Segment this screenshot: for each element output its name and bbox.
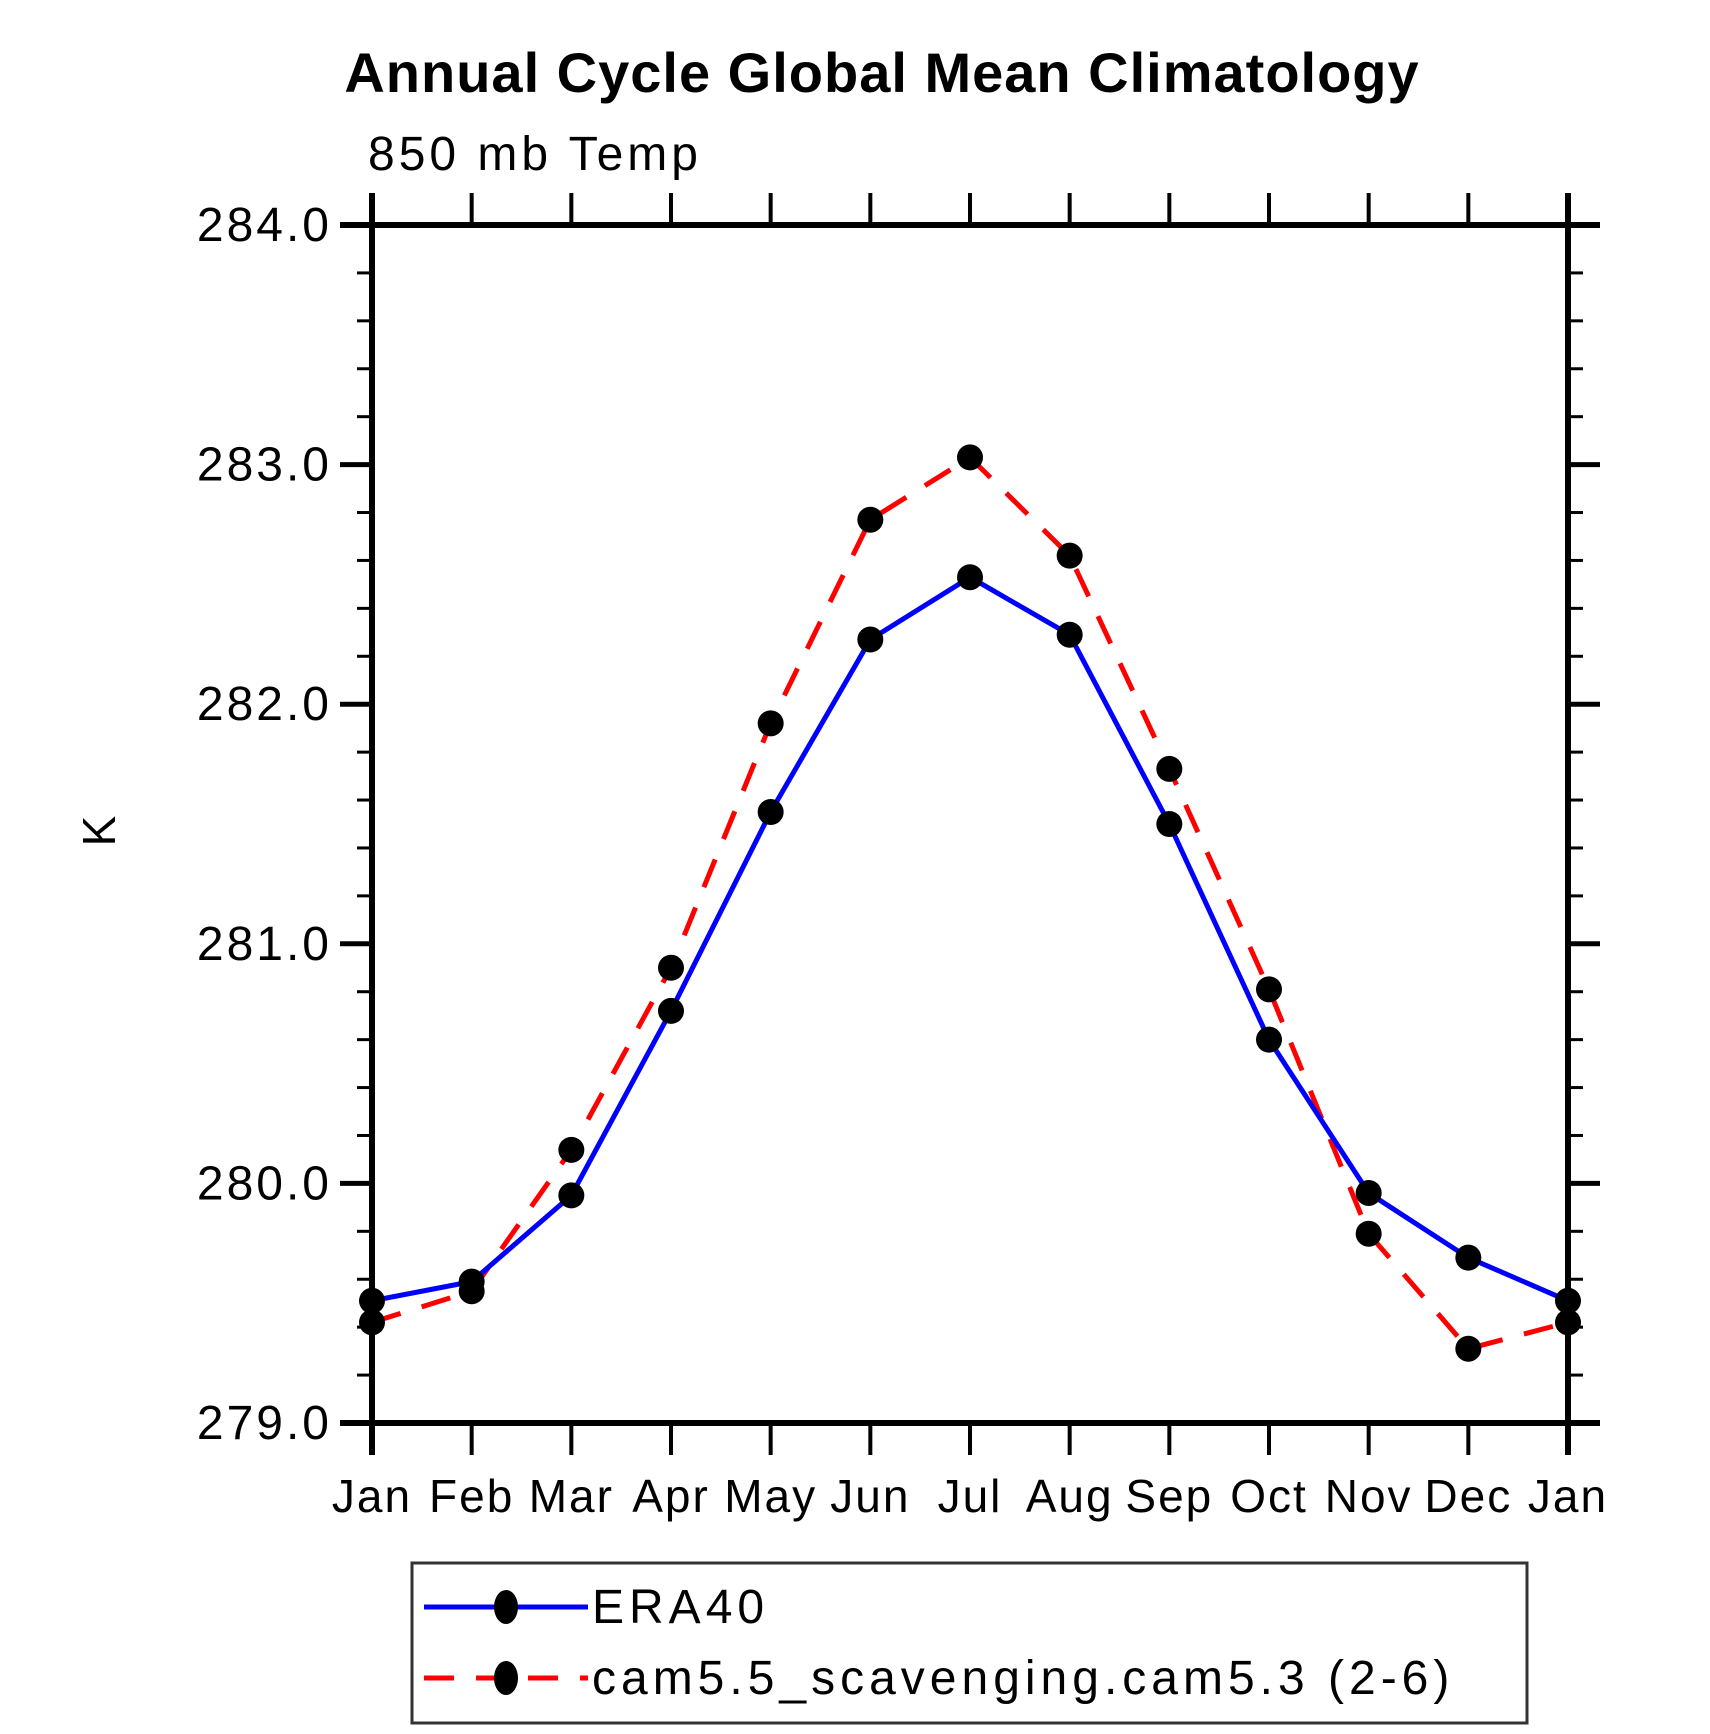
data-point-marker-series0 bbox=[658, 997, 684, 1024]
legend-box bbox=[410, 1561, 1529, 1725]
data-point-marker-series1 bbox=[1156, 755, 1183, 782]
legend-label-1: cam5.5_scavenging.cam5.3 (2-6) bbox=[592, 1652, 1454, 1705]
data-point-marker-series0 bbox=[1156, 811, 1183, 837]
x-tick-label: May bbox=[724, 1470, 817, 1522]
x-tick-label: Oct bbox=[1230, 1470, 1308, 1522]
legend: ERA40 cam5.5_scavenging.cam5.3 (2-6) bbox=[410, 1561, 1529, 1725]
data-point-marker-series1 bbox=[359, 1309, 385, 1336]
data-point-marker-series1 bbox=[658, 954, 684, 981]
y-tick-label: 283.0 bbox=[197, 439, 332, 492]
y-tick-label: 281.0 bbox=[197, 918, 332, 971]
data-point-marker-series0 bbox=[1455, 1244, 1482, 1271]
y-tick-label: 282.0 bbox=[197, 678, 332, 731]
series-line-0 bbox=[371, 574, 1569, 1304]
data-point-marker-series1 bbox=[857, 506, 884, 533]
data-point-marker-series1 bbox=[1056, 542, 1083, 569]
x-tick-label: Jun bbox=[830, 1470, 910, 1522]
data-point-marker-series0 bbox=[757, 799, 784, 826]
legend-marker-0 bbox=[494, 1590, 518, 1624]
data-point-marker-series0 bbox=[957, 564, 983, 591]
data-point-marker-series0 bbox=[1355, 1179, 1382, 1206]
y-tick-label: 284.0 bbox=[197, 199, 332, 252]
data-point-marker-series0 bbox=[1555, 1287, 1581, 1314]
legend-entry-era40: ERA40 bbox=[424, 1581, 769, 1634]
chart-title: Annual Cycle Global Mean Climatology bbox=[344, 41, 1419, 104]
y-tick-label: 280.0 bbox=[197, 1157, 332, 1210]
data-point-marker-series1 bbox=[1256, 976, 1282, 1003]
data-point-marker-series1 bbox=[1555, 1309, 1581, 1336]
x-tick-label: Nov bbox=[1325, 1470, 1413, 1522]
x-tick-label: Jan bbox=[1528, 1470, 1608, 1522]
data-point-marker-series0 bbox=[1056, 621, 1083, 648]
data-point-marker-series1 bbox=[1355, 1220, 1382, 1247]
data-point-marker-series1 bbox=[558, 1136, 585, 1163]
data-point-marker-series1 bbox=[1455, 1335, 1482, 1362]
x-tick-label: Feb bbox=[429, 1470, 514, 1522]
data-point-marker-series1 bbox=[757, 710, 784, 737]
data-point-marker-series0 bbox=[359, 1287, 385, 1314]
x-tick-label: Apr bbox=[632, 1470, 710, 1522]
x-tick-label: Jul bbox=[938, 1470, 1003, 1522]
plot-area: Jan Feb Mar Apr May Jun Jul Aug Sep Oct Nov Dec Jan2… bbox=[197, 193, 1608, 1522]
legend-marker-1 bbox=[494, 1661, 518, 1695]
x-tick-label: Dec bbox=[1424, 1470, 1512, 1522]
chart-subtitle: 850 mb Temp bbox=[368, 128, 702, 181]
legend-label-0: ERA40 bbox=[592, 1581, 769, 1634]
data-point-marker-series0 bbox=[558, 1182, 585, 1209]
x-tick-label: Sep bbox=[1125, 1470, 1213, 1522]
x-tick-label: Jan bbox=[332, 1470, 412, 1522]
x-tick-label: Aug bbox=[1026, 1470, 1114, 1522]
x-tick-label: Mar bbox=[529, 1470, 614, 1522]
data-point-marker-series1 bbox=[957, 444, 983, 471]
data-point-marker-series0 bbox=[857, 626, 884, 653]
legend-entry-cam: cam5.5_scavenging.cam5.3 (2-6) bbox=[424, 1652, 1454, 1705]
data-point-marker-series1 bbox=[458, 1278, 485, 1305]
y-axis-label: K bbox=[73, 814, 125, 847]
data-point-marker-series0 bbox=[1256, 1026, 1282, 1053]
y-tick-label: 279.0 bbox=[197, 1397, 332, 1450]
